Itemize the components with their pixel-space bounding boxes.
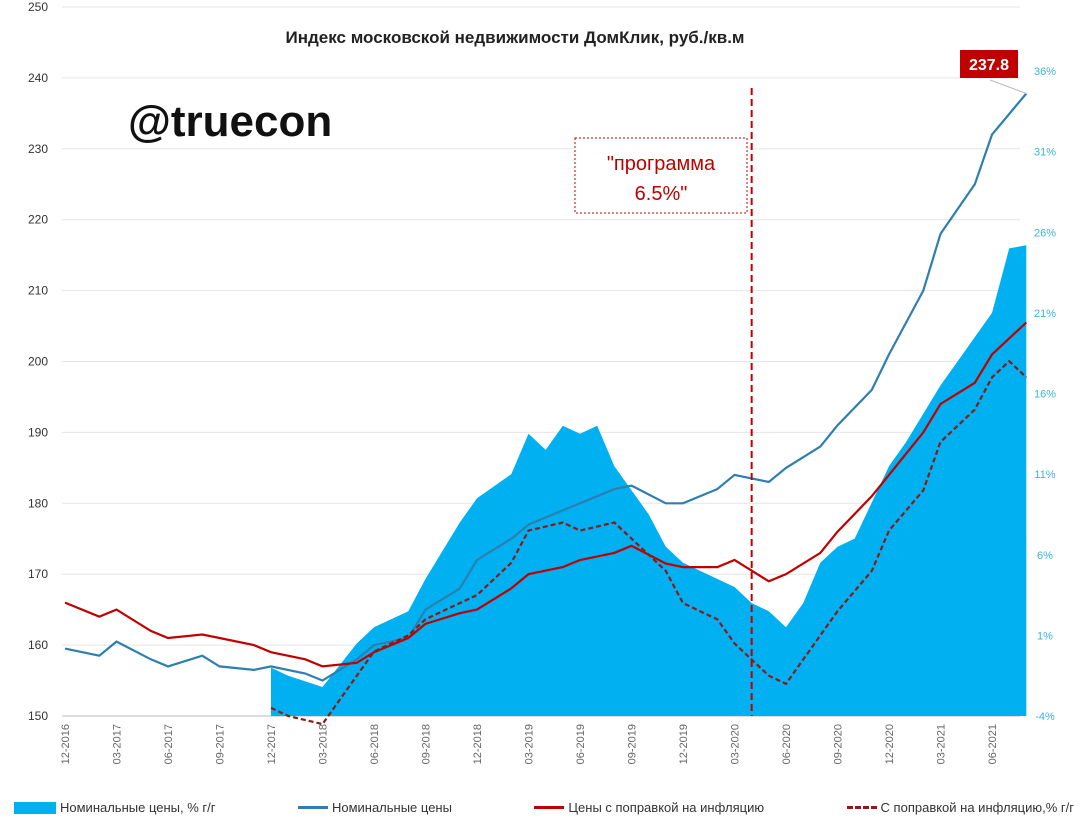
y-tick-label: 200 <box>28 355 48 369</box>
y-tick-label: 220 <box>28 213 48 227</box>
legend-item-nominal: Номинальные цены <box>297 800 452 815</box>
legend-swatch <box>14 801 56 814</box>
series-line-2 <box>64 321 1028 668</box>
x-tick-label: 06-2020 <box>781 724 793 764</box>
y2-tick-label: 31% <box>1034 147 1056 159</box>
x-tick-label: 06-2021 <box>987 724 999 764</box>
legend-item-nominal-yoy: Номинальные цены, % г/г <box>14 800 216 815</box>
y-tick-label: 230 <box>28 142 48 156</box>
end-value-box <box>960 50 1018 78</box>
chart-title: Индекс московской недвижимости ДомКлик, … <box>286 28 745 47</box>
x-tick-label: 03-2018 <box>318 724 330 764</box>
x-tick-label: 03-2021 <box>936 724 948 764</box>
legend-item-real-yoy: С поправкой на инфляцию,% г/г <box>846 800 1074 815</box>
y2-tick-label: 16% <box>1034 389 1056 401</box>
x-tick-label: 03-2020 <box>730 724 742 764</box>
annotation-box <box>574 137 748 214</box>
y-tick-label: 240 <box>28 71 48 85</box>
y-tick-label: 150 <box>28 709 48 723</box>
series-line-3 <box>270 359 1028 726</box>
x-tick-label: 06-2019 <box>575 724 587 764</box>
x-tick-label: 12-2020 <box>884 724 896 764</box>
end-value-label: 237.8 <box>969 57 1009 74</box>
x-tick-label: 06-2017 <box>163 724 175 764</box>
legend-label: С поправкой на инфляцию,% г/г <box>880 800 1074 815</box>
x-tick-label: 12-2017 <box>266 724 278 764</box>
x-tick-label: 03-2017 <box>112 724 124 764</box>
x-tick-label: 09-2019 <box>627 724 639 764</box>
x-tick-label: 12-2019 <box>678 724 690 764</box>
label-leader <box>989 79 1027 94</box>
legend-swatch <box>297 806 328 809</box>
y-tick-label: 210 <box>28 284 48 298</box>
x-tick-label: 06-2018 <box>369 724 381 764</box>
x-tick-label: 09-2018 <box>421 724 433 764</box>
legend-item-real: Цены с поправкой на инфляцию <box>534 800 764 815</box>
y2-tick-label: -4% <box>1035 711 1055 723</box>
series-area-0 <box>271 245 1027 716</box>
chart-plot: 150 160 170 180 190 200 210 220 230 240 250 -4% 1% 6%… <box>28 0 1056 764</box>
legend-label: Цены с поправкой на инфляцию <box>568 800 765 815</box>
y2-tick-label: 21% <box>1034 308 1056 320</box>
x-tick-label: 09-2020 <box>833 724 845 764</box>
legend-label: Номинальные цены <box>331 800 452 815</box>
y2-tick-label: 1% <box>1037 630 1053 642</box>
y2-tick-label: 26% <box>1034 227 1056 239</box>
x-tick-label: 12-2016 <box>60 724 72 764</box>
annotation-text: "программа <box>607 153 716 175</box>
legend-swatch <box>846 806 877 809</box>
series-line-1 <box>64 92 1028 682</box>
legend-label: Номинальные цены, % г/г <box>60 800 216 815</box>
watermark: @truecon <box>128 97 332 146</box>
y2-tick-label: 36% <box>1034 66 1056 78</box>
y-tick-label: 180 <box>28 496 48 510</box>
legend: Номинальные цены, % г/г Номинальные цены… <box>14 800 1074 815</box>
y-tick-label: 190 <box>28 425 48 439</box>
y2-tick-label: 6% <box>1037 550 1053 562</box>
legend-swatch <box>534 806 565 809</box>
annotation-text: 6.5%" <box>635 183 688 205</box>
y-tick-label: 160 <box>28 638 48 652</box>
y-tick-label: 170 <box>28 567 48 581</box>
y-tick-label: 250 <box>28 0 48 14</box>
y2-tick-label: 11% <box>1034 469 1055 481</box>
x-tick-label: 09-2017 <box>215 724 227 764</box>
x-tick-label: 03-2019 <box>524 724 536 764</box>
x-tick-label: 12-2018 <box>472 724 484 764</box>
